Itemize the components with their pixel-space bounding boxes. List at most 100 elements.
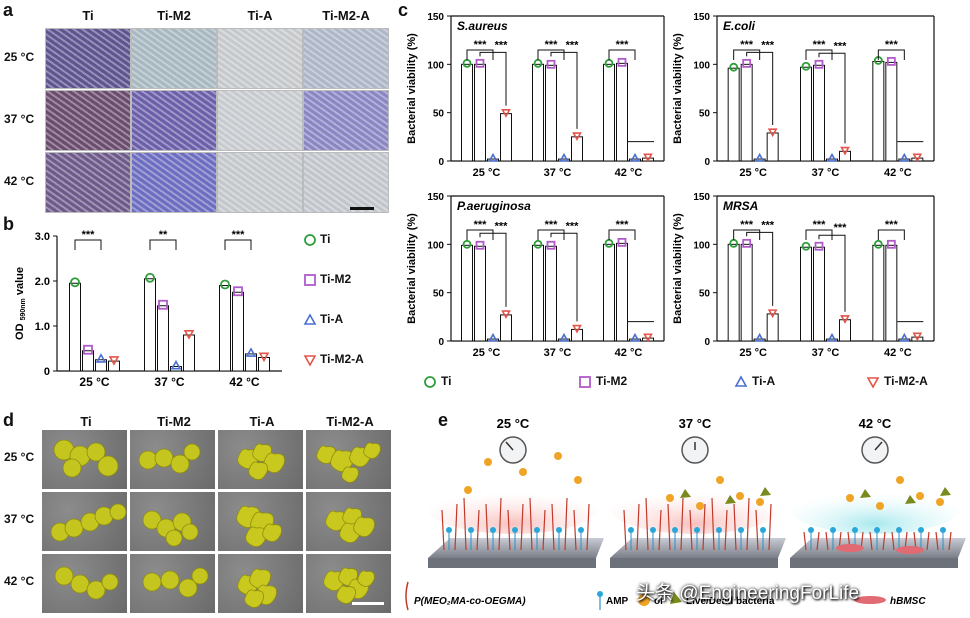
y-axis-label: Bacterial viability (%) (672, 33, 684, 144)
y-tick-label: 50 (433, 109, 445, 120)
amp-head (940, 527, 946, 533)
y-axis-label: Bacterial viability (%) (672, 213, 684, 324)
significance-label: *** (813, 39, 827, 51)
panel-a-col-ti-m2: Ti-M2 (157, 8, 191, 23)
bacterium (181, 523, 199, 541)
sem-bacteria (54, 566, 119, 600)
bacterium-live (916, 492, 924, 500)
bar (144, 278, 156, 372)
significance-label: *** (566, 39, 580, 51)
significance-label: *** (813, 219, 827, 231)
legend-or-label: or (654, 596, 664, 607)
bar (474, 245, 486, 342)
significance-bracket (818, 52, 846, 144)
data-point (912, 153, 923, 163)
micrograph-tile (45, 90, 131, 151)
bar (571, 136, 583, 162)
y-tick-label: 100 (693, 240, 710, 251)
polymer-chain (702, 503, 706, 551)
data-point (886, 57, 896, 66)
amp-head (578, 527, 584, 533)
y-tick-label: 0 (438, 337, 444, 348)
bar (232, 291, 244, 372)
bar (245, 353, 257, 372)
polymer-chain (441, 509, 445, 551)
chart-title: P.aeruginosa (457, 199, 531, 213)
bacterium-live (554, 452, 562, 460)
significance-bracket (537, 229, 565, 240)
sem-tile (42, 492, 127, 551)
polymer-chain (825, 531, 829, 551)
significance-bracket (733, 49, 761, 60)
polymer-chain (869, 531, 873, 551)
data-point (158, 299, 168, 310)
bar (82, 350, 94, 372)
data-point (170, 359, 182, 370)
amp-head (694, 527, 700, 533)
data-point (630, 152, 640, 162)
significance-label: ** (159, 229, 168, 241)
amp-head (852, 527, 858, 533)
significance-bracket (805, 49, 833, 60)
data-point (233, 286, 243, 297)
legend-amp-label: AMP (606, 596, 629, 607)
micrograph-tile (217, 28, 303, 89)
legend-marker-2 (303, 313, 317, 325)
bar (108, 360, 120, 372)
legend-marker-2 (734, 375, 748, 387)
chart-title: MRSA (723, 199, 758, 213)
data-point (729, 62, 739, 72)
significance-bracket (550, 232, 578, 322)
significance-bracket (466, 49, 494, 60)
polymer-chain (891, 531, 895, 551)
bar (727, 67, 740, 162)
significance-label: *** (761, 219, 775, 231)
panel-b-chart: 0 1.0 2.0 3.0 OD 590nm value 25 °C *** 37 °C ** 4… (14, 229, 282, 388)
significance-bracket (733, 229, 761, 240)
y-tick-label: 0 (704, 157, 710, 168)
scale-bar (350, 207, 374, 210)
bar (219, 285, 231, 372)
sem-tile (130, 430, 215, 489)
bacterium (353, 516, 375, 538)
data-point (559, 332, 569, 342)
bar (474, 63, 486, 162)
bar (545, 64, 557, 162)
significance-label: *** (740, 219, 754, 231)
temperature-label: 42 °C (859, 416, 892, 431)
bacterium (138, 450, 158, 470)
polymer-chain (520, 503, 524, 551)
amp-head (808, 527, 814, 533)
data-point (83, 344, 93, 355)
data-point (643, 333, 653, 343)
bacterium-live (696, 502, 704, 510)
y-tick-label: 3.0 (35, 231, 50, 243)
bar (95, 359, 107, 372)
polymer-chain (623, 509, 627, 551)
x-tick-label: 37 °C (154, 375, 184, 388)
significance-label: *** (616, 219, 630, 231)
bar (885, 61, 898, 162)
data-point (258, 352, 270, 363)
polymer-chain (935, 531, 939, 551)
significance-label: *** (545, 39, 559, 51)
bacterium-dead (760, 487, 771, 496)
bar (800, 66, 812, 162)
y-tick-label: 0 (44, 366, 50, 378)
x-tick-label: 42 °C (229, 375, 259, 388)
significance-bracket (479, 51, 507, 106)
bar (839, 319, 851, 342)
significance-label: *** (495, 39, 509, 51)
data-point (742, 238, 752, 248)
bar (603, 243, 615, 342)
data-point (814, 241, 824, 251)
legend-marker (303, 313, 317, 325)
significance-label: *** (885, 39, 899, 51)
legend-marker (424, 376, 436, 388)
bar (183, 334, 195, 372)
data-point (912, 332, 923, 342)
panel-e-letter: e (438, 410, 449, 430)
significance-bracket (74, 239, 102, 250)
polymer-chain (711, 497, 715, 551)
data-point (559, 152, 569, 162)
